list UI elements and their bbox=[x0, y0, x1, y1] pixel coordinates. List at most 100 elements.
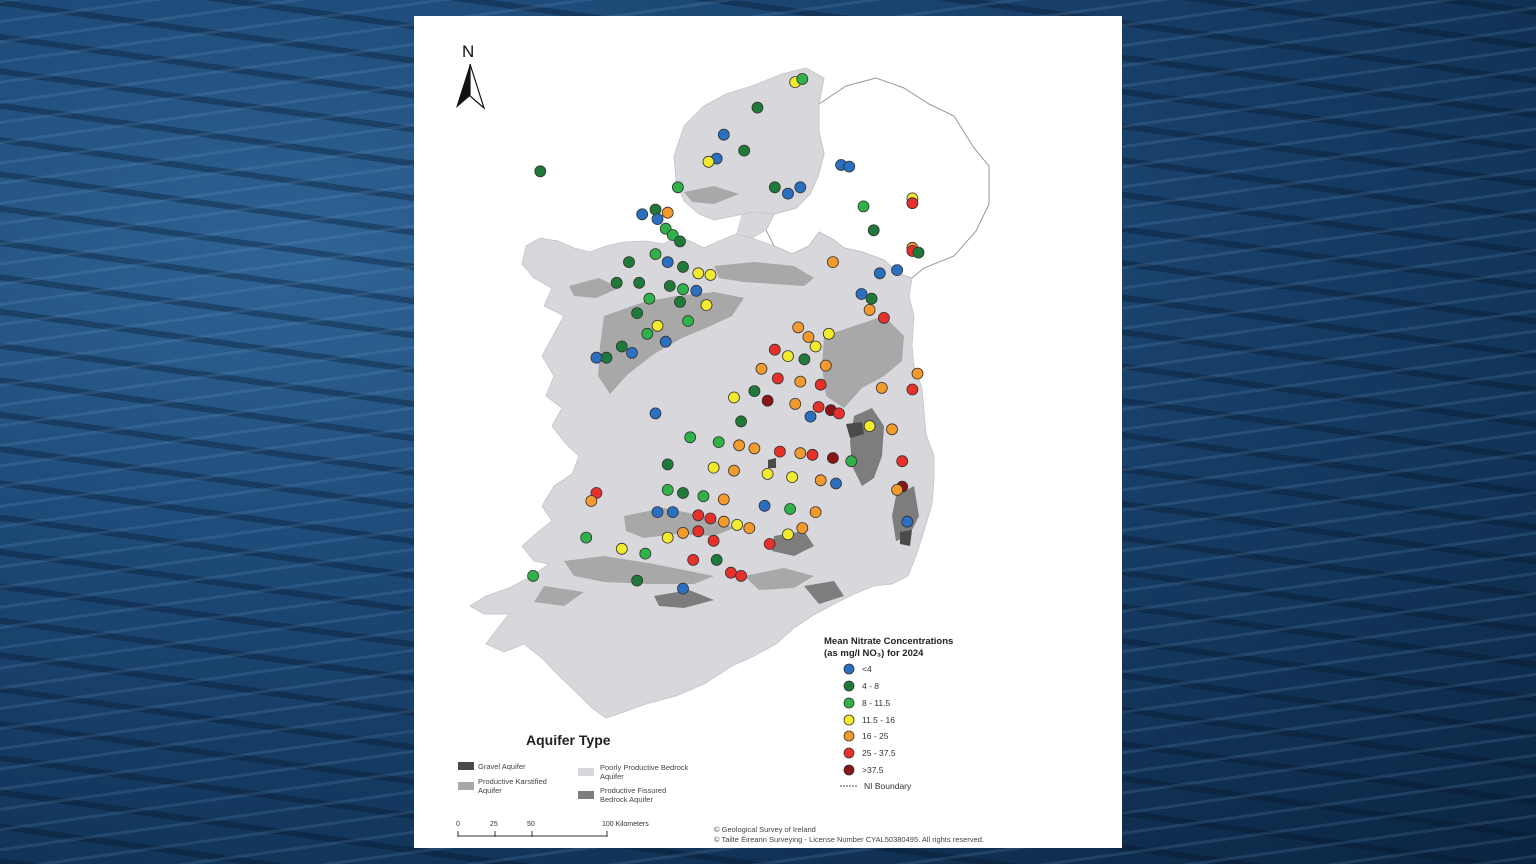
site-marker-11-5-16 bbox=[731, 518, 744, 531]
site-marker-11-5-16 bbox=[700, 299, 713, 312]
legend-dot-lt4 bbox=[843, 663, 855, 675]
site-marker-4-8 bbox=[748, 385, 761, 398]
site-marker-16-25 bbox=[661, 206, 674, 219]
site-marker-25-37-5 bbox=[896, 455, 909, 468]
aquifer-label-fissured: Productive Fissured Bedrock Aquifer bbox=[600, 786, 667, 804]
site-marker-8-11-5 bbox=[580, 531, 593, 544]
legend-label-4-8: 4 - 8 bbox=[862, 681, 880, 691]
site-marker-lt4 bbox=[891, 264, 904, 277]
site-marker-11-5-16 bbox=[761, 467, 774, 480]
site-marker-lt4 bbox=[651, 213, 664, 226]
legend-dot-11-16 bbox=[843, 714, 855, 726]
site-marker-16-25 bbox=[819, 359, 832, 372]
legend-dot-25-37 bbox=[843, 747, 855, 759]
site-marker-4-8 bbox=[677, 487, 689, 499]
site-marker-16-25 bbox=[677, 527, 689, 539]
legend-label-16-25: 16 - 25 bbox=[862, 731, 889, 741]
site-marker-16-25 bbox=[875, 381, 888, 394]
site-marker-11-5-16 bbox=[651, 319, 664, 332]
site-marker-25-37-5 bbox=[773, 445, 786, 458]
site-marker-4-8 bbox=[663, 280, 676, 292]
site-marker-16-25 bbox=[911, 367, 924, 380]
aquifer-swatch-karst bbox=[458, 782, 474, 790]
site-marker-25-37-5 bbox=[763, 538, 776, 550]
site-marker-16-25 bbox=[792, 321, 805, 334]
site-marker-16-25 bbox=[891, 483, 904, 496]
site-marker-16-25 bbox=[886, 423, 898, 436]
aquifer-label-karst: Productive Karstified Aquifer bbox=[478, 777, 547, 795]
legend-dot-16-25 bbox=[843, 730, 855, 742]
site-marker-11-5-16 bbox=[782, 350, 794, 363]
site-marker-4-8 bbox=[615, 340, 628, 353]
site-marker-16-25 bbox=[794, 447, 807, 460]
scale-label-100: 100 Kilometers bbox=[602, 821, 649, 828]
site-marker-8-11-5 bbox=[661, 483, 674, 496]
site-marker-lt4 bbox=[649, 407, 662, 420]
site-marker-4-8 bbox=[649, 203, 662, 216]
site-marker-11-5-16 bbox=[702, 155, 715, 168]
scale-bar bbox=[457, 831, 608, 837]
site-marker-8-11-5 bbox=[712, 436, 725, 449]
site-marker-25-37-5 bbox=[812, 401, 825, 413]
site-marker-gt37-5 bbox=[826, 452, 839, 464]
north-arrow-icon bbox=[456, 63, 486, 110]
legend-dots bbox=[840, 663, 858, 787]
scale-label-25: 25 bbox=[490, 821, 498, 828]
site-marker-4-8 bbox=[768, 181, 781, 194]
legend-dot-8-11 bbox=[843, 697, 855, 709]
site-marker-11-5-16 bbox=[692, 267, 705, 280]
legend-label-gt37: >37.5 bbox=[862, 765, 884, 775]
aquifer-label-poorly: Poorly Productive Bedrock Aquifer bbox=[600, 763, 689, 781]
site-marker-8-11-5 bbox=[684, 431, 697, 444]
site-marker-11-5-16 bbox=[704, 268, 717, 281]
site-marker-4-8 bbox=[867, 224, 880, 237]
karst-aquifer-zones bbox=[534, 186, 904, 606]
legend-dot-4-8 bbox=[843, 680, 855, 692]
site-marker-16-25 bbox=[743, 522, 756, 534]
site-marker-lt4 bbox=[873, 267, 886, 280]
site-marker-25-37-5 bbox=[833, 407, 845, 420]
site-marker-16-25 bbox=[585, 495, 598, 507]
site-marker-25-37-5 bbox=[768, 343, 781, 356]
site-marker-25-37-5 bbox=[771, 372, 784, 385]
site-marker-8-11-5 bbox=[639, 547, 652, 560]
site-marker-lt4 bbox=[782, 187, 794, 200]
site-marker-lt4 bbox=[659, 335, 672, 348]
site-marker-lt4 bbox=[636, 208, 649, 221]
site-marker-25-37-5 bbox=[724, 566, 737, 579]
site-marker-11-5-16 bbox=[786, 471, 799, 484]
site-marker-4-8 bbox=[600, 351, 613, 364]
site-marker-lt4 bbox=[855, 288, 868, 300]
site-marker-16-25 bbox=[863, 303, 876, 316]
aquifer-title: Aquifer Type bbox=[526, 732, 611, 748]
site-marker-25-37-5 bbox=[707, 534, 720, 547]
site-marker-11-5-16 bbox=[809, 340, 822, 353]
site-marker-4-8 bbox=[661, 458, 674, 471]
site-marker-11-5-16 bbox=[707, 461, 720, 474]
north-letter: N bbox=[462, 42, 475, 61]
site-marker-16-25 bbox=[717, 493, 730, 506]
site-marker-16-25 bbox=[796, 522, 809, 534]
site-marker-lt4 bbox=[590, 351, 603, 364]
site-marker-8-11-5 bbox=[796, 73, 809, 85]
site-marker-lt4 bbox=[666, 506, 679, 519]
site-marker-lt4 bbox=[690, 284, 703, 297]
site-marker-4-8 bbox=[610, 276, 623, 289]
site-marker-11-5-16 bbox=[728, 391, 740, 404]
legend-title-line2: (as mg/l NO₃) for 2024 bbox=[824, 648, 924, 659]
site-marker-8-11-5 bbox=[641, 327, 654, 340]
site-marker-lt4 bbox=[651, 506, 664, 519]
site-marker-16-25 bbox=[733, 439, 746, 452]
site-marker-25-37-5 bbox=[814, 378, 827, 391]
credit-gsi: © Geological Survey of Ireland bbox=[714, 825, 816, 834]
site-marker-16-25 bbox=[809, 506, 822, 519]
site-marker-25-37-5 bbox=[806, 448, 819, 461]
site-marker-25-37-5 bbox=[906, 383, 919, 396]
site-marker-8-11-5 bbox=[671, 181, 684, 194]
legend-label-8-11: 8 - 11.5 bbox=[862, 698, 891, 708]
map-canvas bbox=[456, 63, 990, 837]
site-marker-lt4 bbox=[804, 410, 817, 423]
site-marker-8-11-5 bbox=[845, 455, 858, 468]
site-marker-16-25 bbox=[748, 442, 761, 455]
site-marker-25-37-5 bbox=[906, 197, 919, 210]
